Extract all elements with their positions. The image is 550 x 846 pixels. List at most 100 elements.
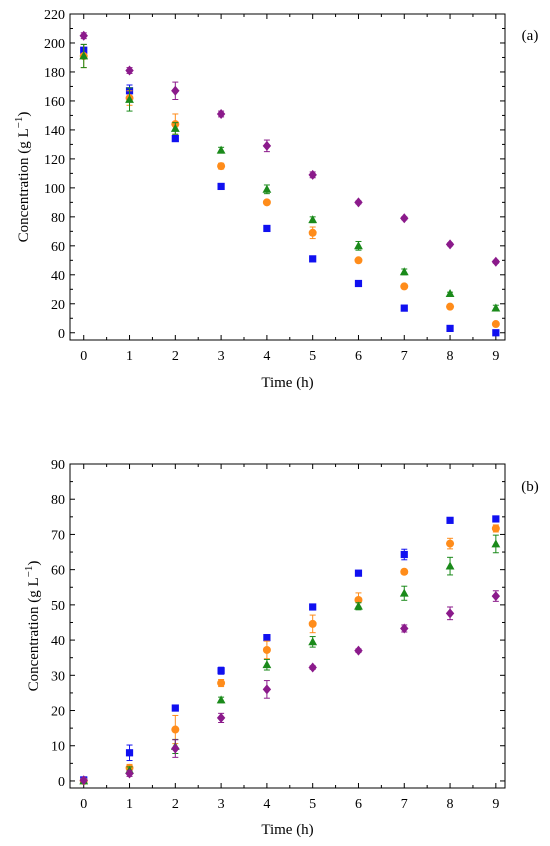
data-point-circle bbox=[491, 524, 500, 533]
y-tick-label: 100 bbox=[44, 182, 65, 197]
data-point-diamond bbox=[491, 591, 501, 602]
data-point-square bbox=[263, 634, 271, 642]
chart-panel-a: 0 1 2 3 4 5 6 7 8 9 0 20 40 60 80 100 120 140 160 180 200 220… bbox=[13, 8, 538, 391]
y-tick-label: 120 bbox=[44, 153, 65, 168]
data-point-circle bbox=[354, 595, 363, 604]
y-tick-label: 20 bbox=[51, 705, 65, 720]
y-tick-label: 80 bbox=[51, 493, 65, 508]
data-point-circle bbox=[446, 539, 455, 548]
data-point-square bbox=[400, 550, 408, 559]
x-tick-label: 3 bbox=[218, 349, 225, 364]
data-point-triangle bbox=[79, 51, 89, 60]
y-axis-title: Concentration (g L−1) bbox=[23, 561, 42, 692]
data-point-square bbox=[171, 135, 179, 143]
data-point-diamond bbox=[308, 169, 317, 180]
data-point-diamond bbox=[79, 30, 88, 41]
y-axis-title-close: ) bbox=[16, 112, 32, 117]
series-square bbox=[80, 43, 500, 337]
data-point-triangle bbox=[399, 267, 409, 276]
data-point-square bbox=[446, 324, 454, 333]
y-tick-label: 70 bbox=[51, 528, 65, 543]
x-tick-label: 9 bbox=[492, 349, 499, 364]
data-point-circle bbox=[171, 725, 180, 734]
data-point-diamond bbox=[308, 662, 317, 673]
y-tick-label: 80 bbox=[51, 211, 65, 226]
data-point-circle bbox=[262, 645, 271, 654]
y-axis-title-main: Concentration (g L bbox=[16, 128, 32, 242]
x-tick-label: 7 bbox=[401, 349, 408, 364]
plot-frame bbox=[69, 463, 506, 789]
series-circle bbox=[79, 43, 500, 329]
x-tick-label: 1 bbox=[126, 797, 133, 812]
series-circle bbox=[79, 524, 500, 785]
x-tick-label: 4 bbox=[263, 797, 270, 812]
panel-label: (b) bbox=[521, 479, 539, 495]
data-point-square bbox=[309, 255, 317, 263]
data-point-diamond bbox=[216, 108, 226, 119]
data-point-diamond bbox=[216, 712, 226, 723]
data-point-diamond bbox=[171, 743, 180, 754]
data-point-triangle bbox=[216, 145, 226, 154]
x-tick-label: 7 bbox=[401, 797, 408, 812]
data-point-triangle bbox=[125, 94, 134, 103]
data-point-triangle bbox=[354, 601, 363, 610]
y-axis-title-superscript: −1 bbox=[23, 566, 35, 578]
data-point-circle bbox=[400, 282, 409, 291]
data-point-square bbox=[492, 329, 500, 337]
y-tick-label: 10 bbox=[51, 740, 65, 755]
data-point-circle bbox=[446, 302, 455, 311]
x-tick-label: 2 bbox=[172, 349, 179, 364]
data-point-diamond bbox=[400, 623, 409, 634]
data-point-circle bbox=[400, 567, 409, 576]
data-point-square bbox=[492, 515, 500, 523]
y-axis-title-superscript: −1 bbox=[13, 117, 25, 129]
y-tick-label: 60 bbox=[51, 564, 65, 579]
data-point-circle bbox=[308, 228, 317, 237]
data-point-square bbox=[125, 749, 134, 757]
y-axis-title-main: Concentration (g L bbox=[26, 577, 42, 691]
data-point-triangle bbox=[262, 184, 272, 193]
data-point-triangle bbox=[308, 637, 318, 646]
y-axis-title: Concentration (g L−1) bbox=[13, 112, 32, 243]
data-point-diamond bbox=[125, 65, 134, 76]
x-axis-title: Time (h) bbox=[261, 375, 313, 391]
data-point-diamond bbox=[354, 645, 363, 656]
data-point-circle bbox=[308, 619, 317, 628]
data-point-triangle bbox=[491, 303, 501, 312]
x-tick-label: 3 bbox=[218, 797, 225, 812]
data-point-square bbox=[400, 304, 408, 312]
data-point-circle bbox=[491, 320, 500, 329]
x-tick-label: 0 bbox=[80, 349, 87, 364]
panel-label: (a) bbox=[522, 28, 539, 44]
data-point-diamond bbox=[125, 768, 134, 779]
data-point-triangle bbox=[262, 660, 272, 669]
data-point-diamond bbox=[491, 256, 501, 267]
x-tick-label: 9 bbox=[492, 797, 499, 812]
y-tick-label: 200 bbox=[44, 37, 65, 52]
y-tick-label: 40 bbox=[51, 634, 65, 649]
data-point-square bbox=[171, 704, 179, 712]
y-tick-label: 180 bbox=[44, 66, 65, 81]
series-diamond bbox=[79, 30, 501, 267]
y-tick-label: 20 bbox=[51, 298, 65, 313]
y-tick-label: 220 bbox=[44, 8, 65, 23]
y-tick-label: 40 bbox=[51, 269, 65, 284]
data-point-circle bbox=[262, 198, 271, 207]
data-point-square bbox=[309, 603, 317, 611]
data-point-triangle bbox=[170, 123, 180, 132]
x-tick-label: 1 bbox=[126, 349, 133, 364]
series-triangle bbox=[79, 43, 501, 312]
data-point-circle bbox=[217, 162, 226, 171]
data-point-diamond bbox=[400, 213, 409, 224]
y-tick-label: 30 bbox=[51, 669, 65, 684]
data-point-square bbox=[354, 279, 363, 288]
data-point-diamond bbox=[262, 140, 272, 151]
data-point-diamond bbox=[171, 85, 180, 96]
data-point-triangle bbox=[491, 539, 501, 548]
data-point-square bbox=[446, 516, 454, 524]
series-diamond bbox=[79, 590, 501, 786]
data-point-triangle bbox=[308, 215, 318, 224]
x-tick-label: 5 bbox=[309, 797, 316, 812]
series-triangle bbox=[79, 534, 501, 785]
x-tick-label: 5 bbox=[309, 349, 316, 364]
